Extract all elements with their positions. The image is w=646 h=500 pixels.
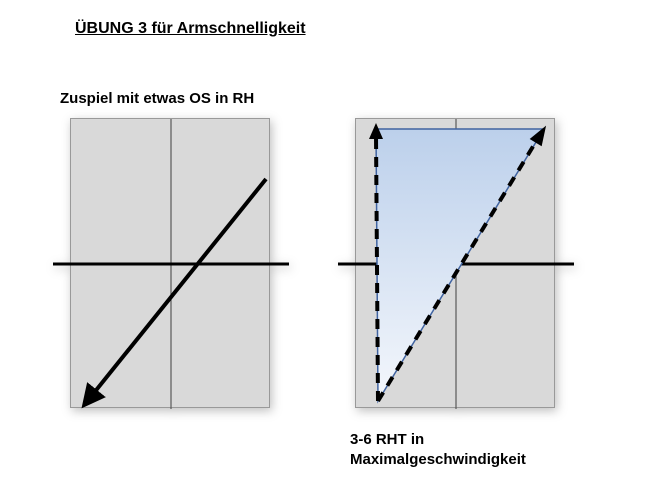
right-table [355,118,555,408]
left-table [70,118,270,408]
right-table-wrapper [355,118,555,408]
left-table-svg [71,119,271,409]
left-table-wrapper [70,118,270,408]
left-arrow [89,179,266,399]
left-subtitle: Zuspiel mit etwas OS in RH [60,90,254,107]
right-table-svg [356,119,556,409]
page-title: ÜBUNG 3 für Armschnelligkeit [75,20,306,38]
right-subtitle: 3-6 RHT inMaximalgeschwindigkeit [350,430,526,469]
